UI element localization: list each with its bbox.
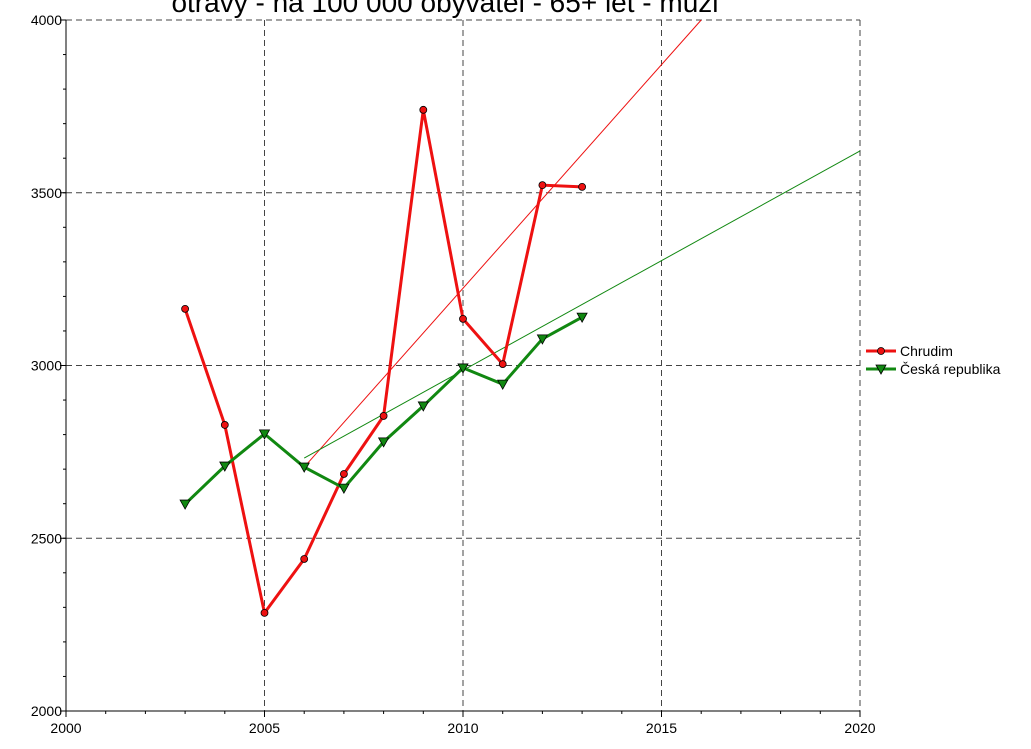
y-tick-label: 2500 <box>31 530 62 546</box>
point <box>298 462 310 473</box>
point <box>377 437 390 448</box>
point <box>578 182 586 191</box>
legend-label: Česká republika <box>900 361 1001 377</box>
point <box>258 429 271 440</box>
point <box>457 363 469 374</box>
y-tick-label: 3000 <box>31 358 62 374</box>
point <box>339 470 348 478</box>
point <box>576 312 588 323</box>
y-tick-label: 3500 <box>31 185 62 201</box>
point <box>179 499 191 510</box>
y-tick-label: 4000 <box>31 12 62 28</box>
trend-line <box>303 19 702 468</box>
point <box>181 304 190 313</box>
y-tick-label: 2000 <box>31 703 62 719</box>
point <box>300 555 309 563</box>
point <box>877 347 885 355</box>
x-tick-label: 2020 <box>844 720 875 736</box>
x-tick-label: 2010 <box>447 720 478 736</box>
point <box>219 461 231 472</box>
point <box>338 483 350 494</box>
point <box>417 401 429 412</box>
point <box>498 360 507 369</box>
point <box>220 421 229 429</box>
point <box>538 181 547 190</box>
trend-line <box>303 150 861 459</box>
point <box>497 379 509 390</box>
x-tick-label: 2000 <box>50 720 81 736</box>
point <box>459 314 467 323</box>
point <box>536 334 549 345</box>
x-tick-label: 2005 <box>249 720 280 736</box>
point <box>260 608 269 617</box>
point <box>419 105 428 114</box>
legend-label: Chrudim <box>900 343 953 359</box>
point <box>379 412 388 420</box>
x-tick-label: 2015 <box>646 720 677 736</box>
point <box>875 364 887 375</box>
chart-title: otravy - na 100 000 obyvatel - 65+ let -… <box>171 0 718 18</box>
